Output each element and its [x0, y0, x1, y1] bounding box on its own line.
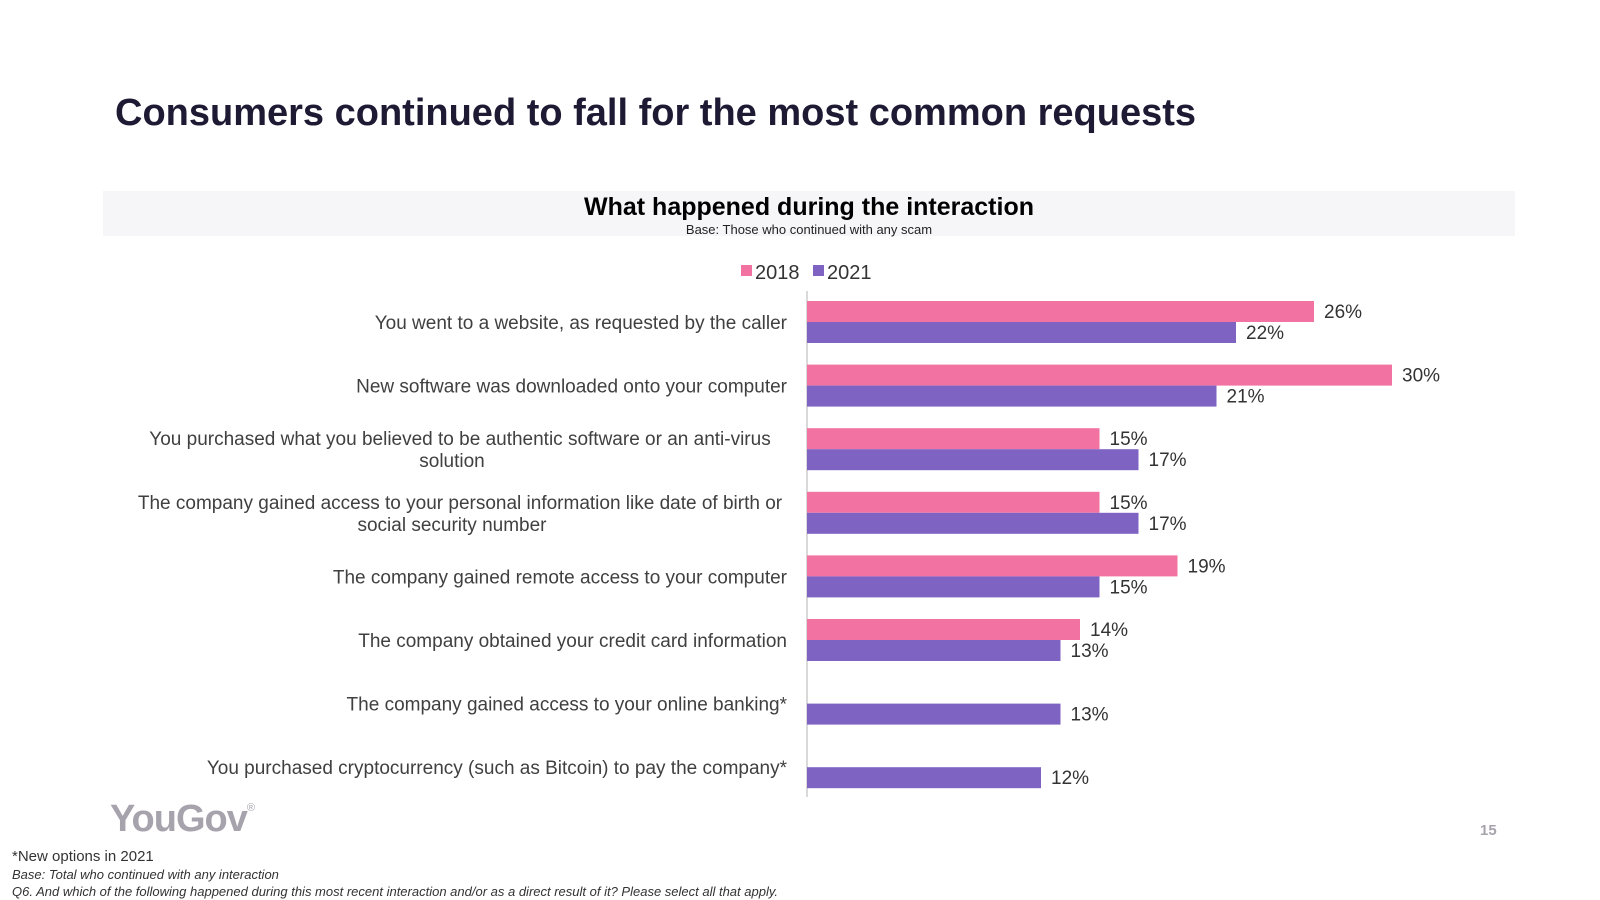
bar-2021: [807, 322, 1236, 343]
category-label: You went to a website, as requested by t…: [375, 313, 788, 334]
legend-swatch-2021: [813, 265, 824, 276]
category-label: The company gained access to your person…: [138, 493, 783, 514]
legend-label-2021: 2021: [827, 262, 872, 284]
category-label: The company gained remote access to your…: [333, 567, 788, 588]
data-label-2018: 26%: [1324, 302, 1362, 323]
bar-2021: [807, 385, 1217, 407]
data-label-2021: 13%: [1071, 641, 1109, 662]
bar-2021: [807, 449, 1139, 471]
chart-header: What happened during the interaction Bas…: [103, 191, 1515, 237]
bar-2018: [807, 555, 1178, 577]
yougov-logo: YouGov®: [110, 798, 255, 841]
data-label-2021: 17%: [1149, 514, 1187, 535]
category-label: New software was downloaded onto your co…: [356, 377, 788, 398]
chart-subtitle: Base: Those who continued with any scam: [685, 222, 933, 237]
data-label-2018: 14%: [1090, 620, 1128, 641]
bar-2018: [807, 428, 1100, 450]
category-label: social security number: [357, 515, 547, 536]
category-label: The company gained access to your online…: [347, 695, 788, 716]
bar-2018: [807, 491, 1100, 513]
category-label: The company obtained your credit card in…: [358, 631, 787, 652]
data-label-2021: 13%: [1071, 705, 1109, 726]
data-label-2021: 17%: [1149, 450, 1187, 471]
bar-2021: [807, 512, 1139, 534]
footnote-new-options: *New options in 2021: [12, 848, 154, 865]
footnote-question: Q6. And which of the following happened …: [12, 884, 778, 899]
bar-2018: [807, 619, 1080, 640]
data-label-2021: 12%: [1051, 768, 1089, 789]
data-label-2018: 30%: [1402, 366, 1440, 387]
bar-2021: [807, 640, 1061, 661]
bar-2021: [807, 576, 1100, 598]
chart-title: What happened during the interaction: [584, 193, 1034, 221]
data-label-2021: 21%: [1227, 387, 1265, 408]
bar-2018: [807, 364, 1392, 386]
data-label-2018: 19%: [1188, 556, 1226, 577]
data-label-2021: 15%: [1110, 577, 1148, 598]
logo-text: YouGov: [110, 798, 248, 840]
bar-2021: [807, 703, 1061, 725]
legend-label-2018: 2018: [755, 262, 800, 284]
footnote-base: Base: Total who continued with any inter…: [12, 867, 279, 882]
category-label: You purchased cryptocurrency (such as Bi…: [207, 758, 788, 779]
logo-registered-mark: ®: [246, 802, 255, 814]
category-label: solution: [419, 451, 485, 472]
page-title: Consumers continued to fall for the most…: [115, 92, 1197, 134]
data-label-2018: 15%: [1110, 429, 1148, 450]
data-label-2018: 15%: [1110, 493, 1148, 514]
bar-2021: [807, 767, 1041, 789]
category-label: You purchased what you believed to be au…: [149, 429, 770, 450]
data-label-2021: 22%: [1246, 323, 1284, 344]
bar-2018: [807, 301, 1314, 322]
page-number: 15: [1480, 822, 1497, 839]
legend-swatch-2018: [741, 265, 752, 276]
